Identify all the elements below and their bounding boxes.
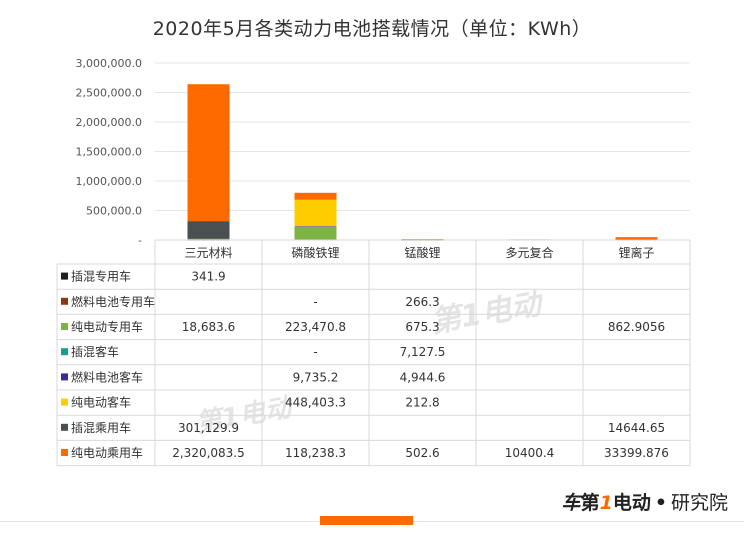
legend-swatch — [61, 373, 68, 381]
chart-title: 2020年5月各类动力电池搭载情况（单位：KWh） — [152, 18, 592, 40]
data-label: 223,470.8 — [285, 320, 346, 334]
legend-swatch — [61, 423, 68, 431]
y-tick-label: 2,000,000.0 — [76, 116, 142, 129]
x-tick-label: 多元复合 — [505, 245, 553, 260]
data-label: 341.9 — [191, 270, 225, 284]
data-label: 212.8 — [405, 396, 439, 410]
data-label: 301,129.9 — [178, 421, 239, 435]
x-tick-label: 三元材料 — [184, 246, 232, 260]
legend-label: 纯电动专用车 — [71, 319, 143, 334]
data-label: 675.3 — [405, 320, 439, 334]
bar-segment — [294, 226, 337, 240]
legend-swatch — [61, 323, 68, 330]
data-label: 9,735.2 — [293, 370, 339, 384]
chart-grid — [155, 62, 690, 241]
legend-swatch — [61, 297, 68, 305]
legend-swatch — [61, 272, 68, 280]
legend-swatch — [61, 449, 68, 456]
y-tick-label: 2,500,000.0 — [76, 87, 142, 100]
bar-segment — [187, 84, 230, 222]
y-tick-label: 3,000,000.0 — [76, 57, 142, 70]
data-label: - — [313, 295, 317, 309]
data-label: 7,127.5 — [400, 345, 446, 359]
data-label: 118,238.3 — [285, 446, 346, 460]
y-tick-label: 1,000,000.0 — [76, 175, 142, 188]
y-tick-label: 1,500,000.0 — [76, 146, 142, 159]
bar-segment — [294, 192, 337, 200]
data-label: 2,320,083.5 — [172, 446, 245, 460]
data-label: - — [313, 345, 317, 359]
legend-swatch — [61, 398, 68, 406]
data-label: 10400.4 — [505, 446, 555, 460]
legend-label: 纯电动乘用车 — [71, 445, 143, 460]
legend-label: 插混专用车 — [71, 269, 131, 284]
data-label: 502.6 — [405, 446, 439, 460]
legend-label: 燃料电池专用车 — [71, 294, 155, 309]
data-label: 266.3 — [405, 295, 439, 309]
legend-label: 插混乘用车 — [71, 420, 131, 435]
y-axis: 3,000,000.0 2,500,000.0 2,000,000.0 1,500,0… — [76, 57, 143, 247]
bar-segment — [615, 237, 658, 240]
data-label: 14644.65 — [608, 421, 665, 435]
y-tick-label: - — [138, 234, 142, 247]
data-label: 33399.876 — [604, 446, 669, 460]
bar-segment — [187, 221, 230, 239]
bar-segment — [401, 239, 444, 240]
data-label: 862.9056 — [608, 320, 665, 334]
car-icon: 车 — [561, 492, 581, 514]
legend-label: 燃料电池客车 — [71, 369, 143, 384]
bar-segment — [187, 238, 230, 240]
data-label: 18,683.6 — [182, 320, 235, 334]
legend-label: 纯电动客车 — [71, 395, 131, 410]
bar-segment — [294, 199, 337, 227]
data-label: 4,944.6 — [400, 370, 446, 384]
bar-segment — [294, 226, 337, 227]
x-tick-label: 锂离子 — [618, 245, 654, 260]
footer-accent-bar — [320, 516, 413, 525]
legend-label: 插混客车 — [71, 344, 119, 359]
bars — [187, 84, 658, 241]
brand-logo: 车第1电动 • 研究院 — [561, 492, 728, 514]
legend-swatch — [61, 348, 68, 356]
x-tick-label: 磷酸铁锂 — [291, 245, 339, 260]
data-label: 448,403.3 — [285, 396, 346, 410]
x-tick-label: 锰酸锂 — [404, 245, 440, 260]
y-tick-label: 500,000.0 — [86, 205, 142, 218]
